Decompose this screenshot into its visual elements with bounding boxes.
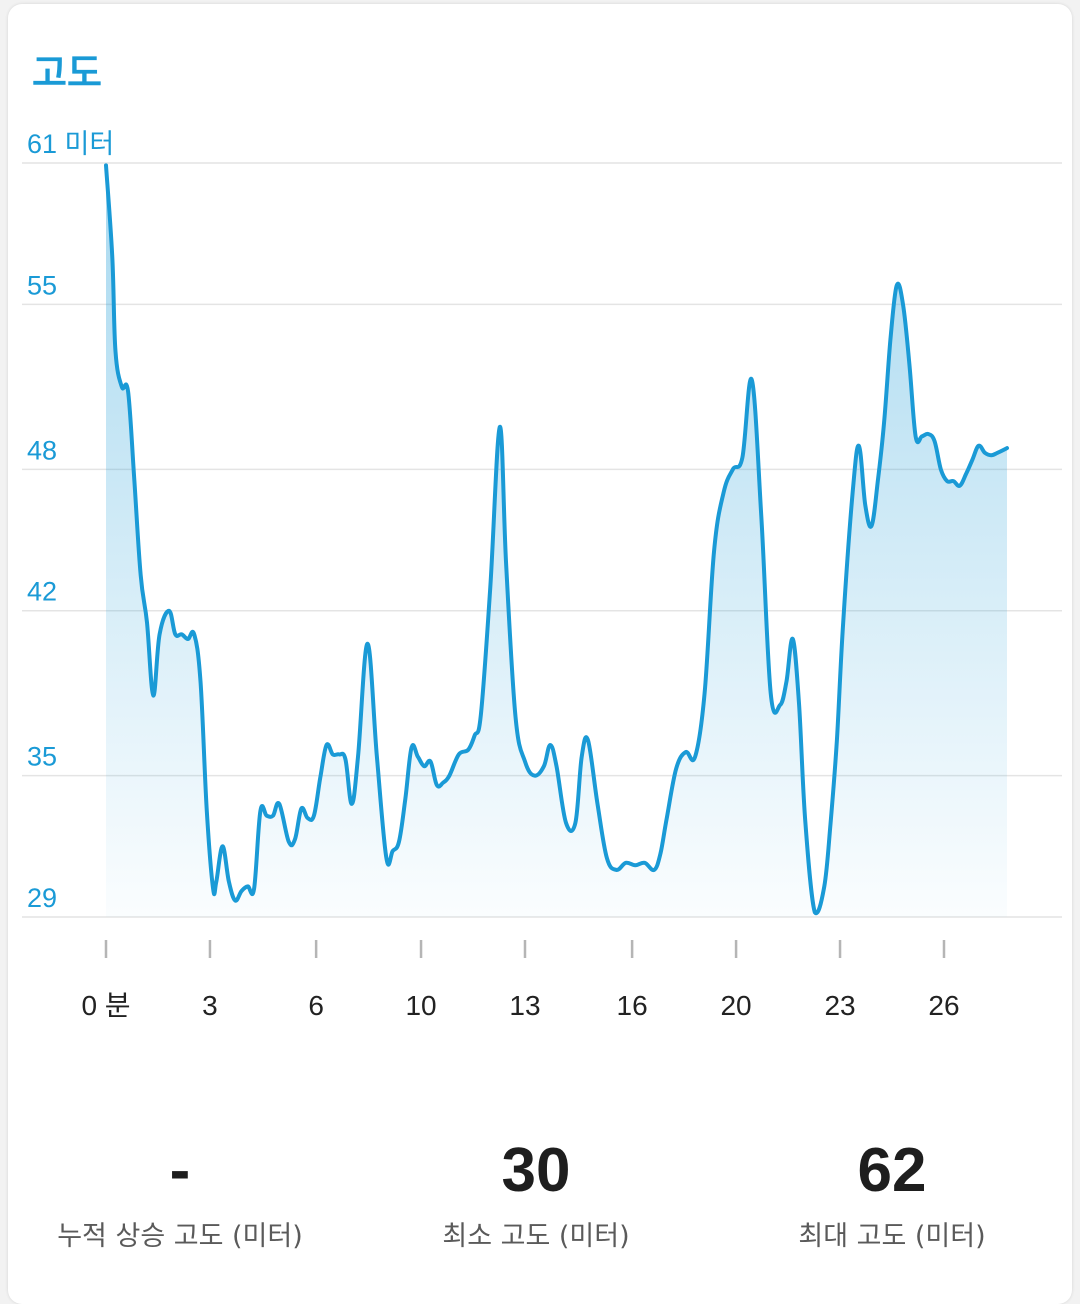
y-tick-label: 29 (27, 883, 57, 913)
stat-value: 30 (501, 1136, 571, 1205)
x-tick-label: 26 (928, 990, 959, 1021)
stat-label: 최소 고도 (미터) (442, 1221, 630, 1252)
card-title: 고도 (32, 51, 102, 95)
elevation-chart: 61 미터 55 48 42 35 29 0 분 3 6 10 13 16 20 23 26 (22, 129, 1062, 1021)
x-tick-label: 13 (509, 990, 540, 1021)
stat-value: 62 (857, 1136, 927, 1205)
y-tick-label: 35 (27, 742, 57, 772)
stat-total-ascent: - 누적 상승 고도 (미터) (0, 1136, 360, 1253)
x-tick-label: 0 분 (81, 990, 130, 1021)
y-tick-label: 61 미터 (27, 129, 114, 159)
stat-value: - (169, 1136, 191, 1205)
stat-max-elevation: 62 최대 고도 (미터) (712, 1136, 1072, 1253)
y-tick-label: 55 (27, 270, 57, 300)
x-tick-label: 3 (202, 990, 218, 1021)
x-tick-label: 10 (405, 990, 436, 1021)
stat-label: 최대 고도 (미터) (798, 1221, 986, 1252)
elevation-area (106, 165, 1007, 917)
elevation-line (104, 163, 1009, 916)
x-tick-label: 20 (720, 990, 751, 1021)
stat-label: 누적 상승 고도 (미터) (57, 1221, 303, 1252)
y-tick-label: 48 (27, 435, 57, 465)
x-tick-label: 16 (617, 990, 648, 1021)
x-tick-label: 23 (824, 990, 855, 1021)
stat-min-elevation: 30 최소 고도 (미터) (356, 1136, 716, 1253)
y-tick-label: 42 (27, 577, 57, 607)
x-tick-label: 6 (308, 990, 324, 1021)
